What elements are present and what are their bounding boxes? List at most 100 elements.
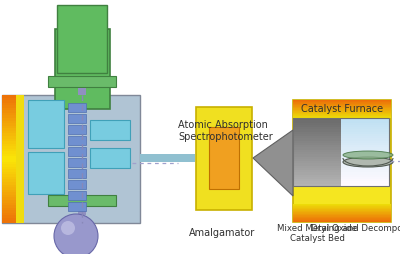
- Bar: [28, 100, 64, 148]
- Bar: [55, 29, 110, 109]
- Bar: [293, 120, 341, 123]
- Bar: [2, 175, 16, 179]
- Bar: [293, 104, 391, 105]
- Bar: [2, 111, 16, 115]
- Bar: [2, 128, 16, 131]
- Bar: [293, 100, 391, 101]
- Bar: [2, 95, 16, 98]
- Bar: [2, 105, 16, 108]
- Bar: [2, 108, 16, 111]
- Bar: [2, 202, 16, 205]
- Bar: [293, 163, 341, 166]
- Bar: [293, 184, 341, 186]
- Bar: [2, 127, 16, 131]
- Bar: [2, 136, 16, 139]
- Bar: [2, 213, 16, 217]
- Bar: [293, 207, 391, 208]
- Circle shape: [54, 214, 98, 254]
- Bar: [2, 121, 16, 124]
- Bar: [2, 185, 16, 188]
- Bar: [2, 190, 16, 193]
- Bar: [2, 113, 16, 116]
- Polygon shape: [253, 130, 293, 196]
- Bar: [293, 113, 391, 114]
- Bar: [293, 168, 341, 170]
- Bar: [2, 182, 16, 185]
- Bar: [2, 124, 16, 127]
- Bar: [196, 107, 252, 210]
- Bar: [293, 134, 341, 136]
- Bar: [293, 208, 391, 209]
- Bar: [293, 102, 391, 103]
- Bar: [293, 145, 341, 148]
- Bar: [2, 98, 16, 102]
- Bar: [68, 125, 86, 134]
- Bar: [293, 102, 391, 103]
- Bar: [68, 158, 86, 167]
- Bar: [68, 114, 86, 123]
- Bar: [48, 76, 116, 87]
- Bar: [293, 211, 391, 212]
- Bar: [293, 101, 391, 102]
- Bar: [2, 197, 16, 200]
- Bar: [341, 175, 389, 177]
- Bar: [293, 170, 341, 173]
- Bar: [2, 162, 16, 164]
- Bar: [2, 191, 16, 195]
- Bar: [68, 191, 86, 200]
- Bar: [2, 149, 16, 153]
- Bar: [90, 120, 130, 140]
- Bar: [2, 218, 16, 221]
- Bar: [2, 151, 16, 154]
- Bar: [293, 217, 391, 218]
- Bar: [341, 136, 389, 139]
- Bar: [2, 220, 16, 223]
- Ellipse shape: [343, 151, 393, 159]
- Bar: [2, 108, 16, 111]
- Bar: [2, 118, 16, 121]
- Bar: [2, 154, 16, 157]
- Bar: [2, 201, 16, 204]
- Bar: [341, 148, 389, 150]
- Bar: [90, 148, 130, 168]
- Bar: [293, 218, 391, 219]
- Bar: [341, 156, 389, 159]
- Bar: [2, 116, 16, 118]
- Bar: [2, 210, 16, 214]
- Bar: [293, 122, 341, 125]
- Bar: [293, 114, 391, 115]
- Bar: [16, 95, 24, 223]
- Bar: [78, 88, 86, 95]
- Bar: [2, 197, 16, 201]
- Bar: [2, 204, 16, 207]
- Bar: [293, 214, 391, 215]
- Bar: [2, 194, 16, 198]
- Bar: [2, 143, 16, 147]
- Bar: [2, 195, 16, 198]
- Bar: [293, 109, 391, 110]
- Bar: [140, 154, 195, 162]
- Bar: [293, 103, 391, 104]
- Bar: [293, 115, 391, 116]
- Bar: [341, 127, 389, 130]
- Bar: [2, 191, 16, 195]
- Bar: [341, 141, 389, 143]
- Bar: [2, 217, 16, 220]
- Bar: [293, 108, 391, 109]
- Bar: [293, 166, 341, 168]
- Bar: [2, 108, 16, 111]
- Ellipse shape: [343, 157, 393, 167]
- Bar: [2, 185, 16, 188]
- Bar: [341, 184, 389, 186]
- Bar: [2, 137, 16, 140]
- Bar: [2, 167, 16, 169]
- Bar: [293, 113, 391, 114]
- Bar: [2, 117, 16, 121]
- Bar: [2, 156, 16, 159]
- Bar: [293, 148, 341, 150]
- Text: Atomic Absorption
Spectrophotometer: Atomic Absorption Spectrophotometer: [178, 120, 273, 141]
- Bar: [341, 168, 389, 170]
- Bar: [48, 195, 116, 206]
- Bar: [2, 217, 16, 220]
- Bar: [2, 114, 16, 118]
